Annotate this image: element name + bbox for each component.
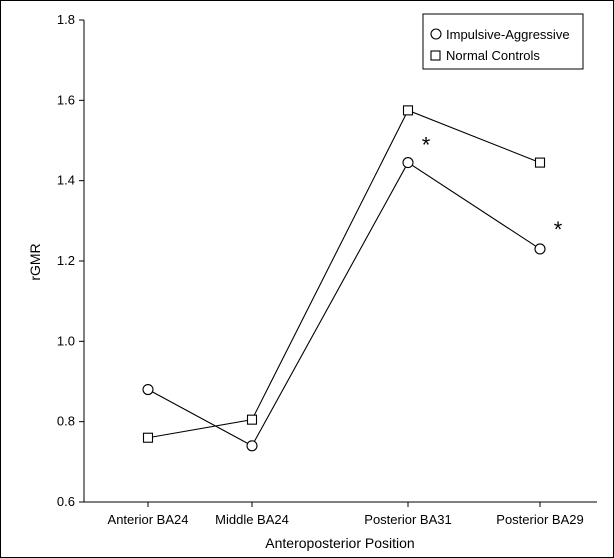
y-axis-title: rGMR <box>27 243 43 280</box>
x-tick-label: Anterior BA24 <box>108 512 189 527</box>
data-point-square <box>402 105 414 116</box>
significance-asterisk: * <box>554 217 563 242</box>
y-tick-label: 1.8 <box>57 12 75 27</box>
y-tick-label: 1.4 <box>57 173 75 188</box>
data-point-square <box>534 157 546 168</box>
y-tick-label: 1.6 <box>57 92 75 107</box>
legend: Impulsive-Aggressive Normal Controls <box>422 13 584 70</box>
series-line-2 <box>147 109 541 439</box>
y-tick-label: 1.2 <box>57 253 75 268</box>
y-tick-label: 0.6 <box>57 494 75 509</box>
x-tick-label: Posterior BA29 <box>496 512 583 527</box>
legend-square-marker <box>430 50 441 61</box>
series-layer <box>142 105 546 452</box>
x-axis-title: Anteroposterior Position <box>265 535 414 551</box>
y-tick-label: 1.0 <box>57 333 75 348</box>
x-tick-label: Posterior BA31 <box>364 512 451 527</box>
data-point-circle <box>402 157 414 169</box>
data-point-circle <box>142 383 154 396</box>
data-point-circle <box>534 243 546 255</box>
series-line-1 <box>147 161 541 447</box>
data-point-square <box>142 432 154 443</box>
y-tick-label: 0.8 <box>57 414 75 429</box>
legend-label-series-2: Normal Controls <box>446 48 540 63</box>
x-tick-label: Middle BA24 <box>215 512 289 527</box>
y-axis-ticks: 0.6 0.8 1.0 1.2 1.4 1.6 1.8 <box>57 12 84 509</box>
legend-box <box>422 13 584 70</box>
data-point-square <box>246 414 258 425</box>
data-point-circle <box>246 440 258 452</box>
legend-label-series-1: Impulsive-Aggressive <box>446 27 570 42</box>
x-axis-ticks: Anterior BA24 Middle BA24 Posterior BA31 Po… <box>108 502 584 527</box>
annotation-layer: ** <box>422 133 563 242</box>
legend-circle-marker <box>430 28 442 40</box>
significance-asterisk: * <box>422 133 431 158</box>
